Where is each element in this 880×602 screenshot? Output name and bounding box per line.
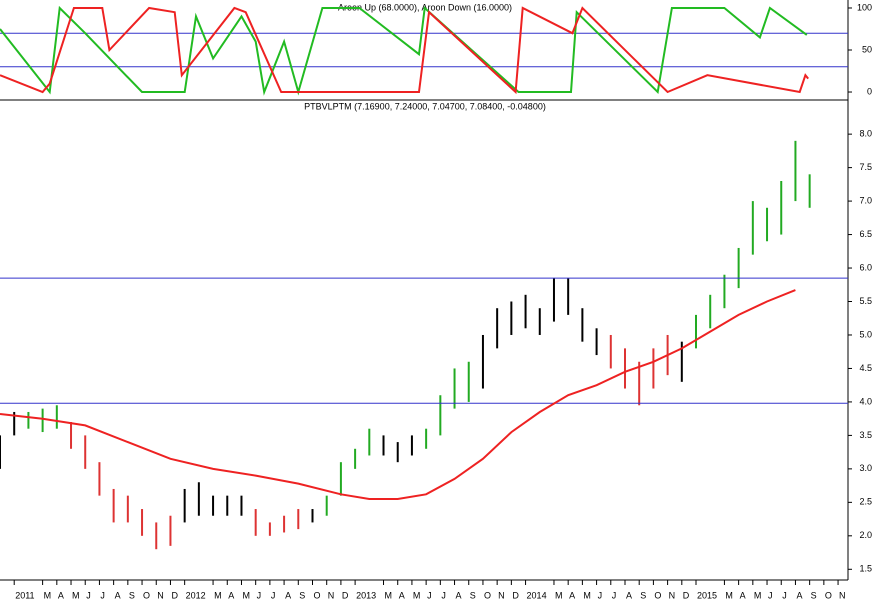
x-tick-label: J bbox=[427, 590, 432, 600]
x-tick-label: 2012 bbox=[186, 590, 206, 600]
price-title: PTBVLPTM (7.16900, 7.24000, 7.04700, 7.0… bbox=[304, 101, 546, 111]
y-tick-label: 5.5 bbox=[859, 296, 872, 306]
y-tick-label: 5.0 bbox=[859, 329, 872, 339]
x-tick-label: N bbox=[157, 590, 164, 600]
indicator-line bbox=[0, 289, 796, 500]
x-tick-label: D bbox=[683, 590, 690, 600]
y-tick-label: 6.5 bbox=[859, 229, 872, 239]
x-tick-label: O bbox=[484, 590, 491, 600]
x-tick-label: A bbox=[569, 590, 575, 600]
x-tick-label: S bbox=[640, 590, 646, 600]
x-tick-label: J bbox=[441, 590, 446, 600]
x-tick-label: A bbox=[115, 590, 121, 600]
y-tick-label: 4.5 bbox=[859, 363, 872, 373]
x-tick-label: S bbox=[470, 590, 476, 600]
y-tick-label: 4.0 bbox=[859, 396, 872, 406]
x-tick-label: A bbox=[740, 590, 746, 600]
y-tick-label: 8.0 bbox=[859, 129, 872, 139]
x-tick-label: J bbox=[598, 590, 603, 600]
x-tick-label: J bbox=[612, 590, 617, 600]
x-tick-label: M bbox=[725, 590, 733, 600]
x-tick-label: M bbox=[555, 590, 563, 600]
x-tick-label: D bbox=[171, 590, 178, 600]
x-tick-label: A bbox=[456, 590, 462, 600]
x-tick-label: M bbox=[583, 590, 591, 600]
x-tick-label: O bbox=[654, 590, 661, 600]
x-tick-label: O bbox=[825, 590, 832, 600]
x-tick-label: A bbox=[796, 590, 802, 600]
x-tick-label: 2014 bbox=[527, 590, 547, 600]
x-tick-label: M bbox=[44, 590, 52, 600]
x-tick-label: S bbox=[299, 590, 305, 600]
x-tick-label: J bbox=[257, 590, 262, 600]
x-tick-label: S bbox=[129, 590, 135, 600]
x-tick-label: M bbox=[214, 590, 222, 600]
y-tick-label: 2.0 bbox=[859, 530, 872, 540]
x-tick-label: N bbox=[839, 590, 846, 600]
y-tick-label: 3.0 bbox=[859, 463, 872, 473]
x-tick-label: M bbox=[385, 590, 393, 600]
x-tick-label: J bbox=[782, 590, 787, 600]
x-tick-label: A bbox=[626, 590, 632, 600]
y-tick-label: 100 bbox=[857, 2, 872, 12]
x-tick-label: J bbox=[271, 590, 276, 600]
x-tick-label: M bbox=[754, 590, 762, 600]
x-tick-label: 2013 bbox=[356, 590, 376, 600]
y-tick-label: 50 bbox=[862, 44, 872, 54]
y-tick-label: 3.5 bbox=[859, 430, 872, 440]
x-tick-label: N bbox=[328, 590, 335, 600]
y-tick-label: 7.5 bbox=[859, 162, 872, 172]
x-tick-label: N bbox=[498, 590, 505, 600]
y-tick-label: 7.0 bbox=[859, 195, 872, 205]
x-tick-label: D bbox=[342, 590, 349, 600]
x-tick-label: M bbox=[413, 590, 421, 600]
x-tick-label: M bbox=[242, 590, 250, 600]
y-tick-label: 0 bbox=[867, 86, 872, 96]
x-tick-label: A bbox=[285, 590, 291, 600]
x-tick-label: J bbox=[768, 590, 773, 600]
indicator-line bbox=[0, 5, 808, 96]
y-tick-label: 6.0 bbox=[859, 262, 872, 272]
x-tick-label: O bbox=[313, 590, 320, 600]
x-tick-label: M bbox=[72, 590, 80, 600]
y-tick-label: 1.5 bbox=[859, 564, 872, 574]
x-tick-label: A bbox=[58, 590, 64, 600]
x-tick-label: N bbox=[669, 590, 676, 600]
x-tick-label: A bbox=[228, 590, 234, 600]
x-tick-label: A bbox=[399, 590, 405, 600]
indicator-line bbox=[0, 6, 809, 95]
x-tick-label: 2015 bbox=[697, 590, 717, 600]
x-tick-label: 2011 bbox=[15, 590, 34, 600]
x-tick-label: D bbox=[512, 590, 519, 600]
x-tick-label: S bbox=[811, 590, 817, 600]
x-tick-label: J bbox=[86, 590, 91, 600]
x-tick-label: J bbox=[100, 590, 105, 600]
y-tick-label: 2.5 bbox=[859, 497, 872, 507]
x-tick-label: O bbox=[143, 590, 150, 600]
